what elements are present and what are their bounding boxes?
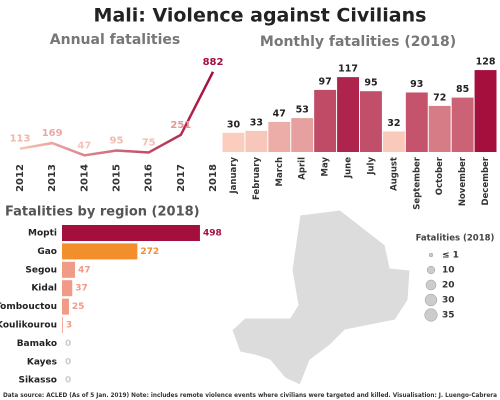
x-tick-label: December [481, 156, 491, 205]
x-tick-label: February [252, 157, 262, 200]
x-tick-label: July [366, 157, 376, 176]
data-label: 498 [203, 229, 222, 239]
y-tick-label: Mopti [28, 229, 57, 239]
data-label: 3 [66, 321, 72, 331]
x-tick-label: May [321, 157, 331, 177]
data-label: 117 [338, 64, 358, 75]
line [19, 71, 215, 157]
x-tick-label: 2014 [79, 164, 90, 192]
data-label: 47 [78, 265, 91, 275]
bar [360, 91, 382, 152]
x-tick-label: 2017 [176, 164, 187, 192]
data-label: 30 [227, 119, 241, 130]
chart-title: Annual fatalities [50, 32, 180, 48]
legend-label: 30 [442, 296, 455, 306]
bar [245, 130, 268, 152]
data-label: 47 [273, 108, 286, 119]
data-label: 0 [65, 357, 71, 367]
data-label: 93 [410, 79, 423, 90]
x-tick-label: 2013 [47, 164, 58, 192]
chart-title: Fatalities by region (2018) [5, 205, 200, 220]
data-label: 37 [75, 284, 88, 294]
x-tick-label: April [298, 157, 308, 180]
bar [428, 105, 451, 152]
x-tick-label: 2016 [144, 164, 155, 192]
data-label: 97 [319, 76, 332, 87]
footer: Data source: ACLED (As of 5 Jan. 2019) N… [3, 391, 497, 399]
x-tick-label: September [412, 156, 422, 210]
data-label: 272 [140, 247, 159, 257]
bar [268, 121, 291, 152]
bar [337, 77, 359, 152]
legend-label: 35 [442, 311, 455, 321]
x-tick-label: 2015 [112, 164, 123, 192]
x-tick-label: November [458, 156, 468, 206]
bar [314, 89, 337, 152]
bar [62, 261, 76, 278]
legend-size [425, 279, 437, 291]
y-tick-label: Koulikourou [0, 321, 57, 331]
bar [62, 280, 73, 297]
legend-title: Fatalities (2018) [416, 234, 495, 244]
data-label: 169 [42, 128, 63, 139]
data-label: 0 [65, 376, 71, 386]
data-label: 25 [72, 302, 85, 312]
y-tick-label: Gao [37, 247, 57, 257]
legend-label: 10 [442, 266, 455, 276]
bar [291, 118, 314, 152]
legend-label: 20 [442, 281, 455, 291]
y-tick-label: Kayes [27, 357, 57, 367]
bar [405, 92, 428, 152]
bar [62, 298, 69, 315]
data-label: 47 [77, 140, 91, 151]
data-label: 128 [476, 57, 496, 68]
data-label: 32 [387, 118, 400, 129]
data-label: 882 [203, 57, 224, 68]
x-tick-label: June [344, 157, 354, 179]
y-tick-label: Sikasso [18, 376, 57, 386]
data-label: 95 [110, 136, 124, 147]
bar [451, 97, 474, 152]
data-label: 75 [142, 138, 156, 149]
legend-size [424, 293, 438, 307]
data-label: 113 [10, 134, 31, 145]
y-tick-label: Tombouctou [0, 302, 57, 312]
x-tick-label: January [229, 157, 239, 195]
map [231, 209, 411, 386]
bar [62, 225, 200, 241]
bar [382, 131, 405, 152]
data-label: 53 [296, 105, 309, 116]
y-tick-label: Bamako [17, 339, 57, 349]
data-label: 0 [65, 339, 71, 349]
chart-title: Monthly fatalities (2018) [260, 34, 456, 50]
x-tick-label: August [389, 157, 399, 191]
data-label: 95 [364, 78, 377, 89]
legend-size [424, 308, 438, 322]
data-label: 251 [170, 120, 191, 131]
legend-size [428, 252, 434, 258]
bar [222, 132, 245, 152]
x-tick-label: October [435, 156, 445, 195]
x-tick-label: March [275, 157, 285, 186]
data-label: 72 [433, 92, 446, 103]
data-label: 85 [456, 84, 469, 95]
page-title: Mali: Violence against Civilians [94, 5, 427, 27]
bar [474, 70, 497, 152]
legend-label: ≤ 1 [442, 251, 459, 261]
bar [62, 243, 138, 260]
x-tick-label: 2012 [15, 164, 26, 192]
y-tick-label: Kidal [31, 284, 57, 294]
bar [62, 317, 63, 333]
x-tick-label: 2018 [208, 164, 219, 192]
data-label: 33 [250, 117, 263, 128]
y-tick-label: Segou [25, 265, 57, 275]
legend-size [426, 265, 436, 275]
